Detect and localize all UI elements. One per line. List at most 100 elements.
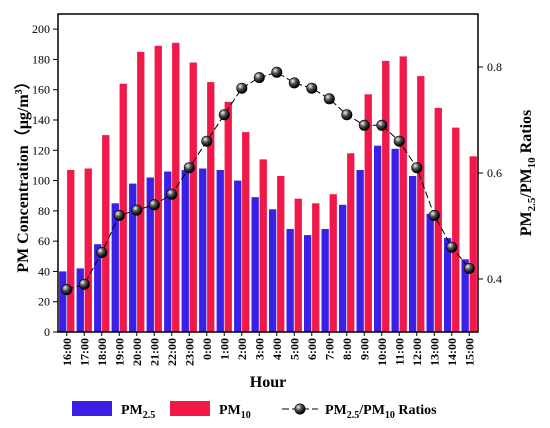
ratio-line	[66, 71, 470, 291]
x-tick-label: 0:00	[200, 338, 214, 360]
ratio-point	[236, 82, 248, 94]
y-axis-title-main: PM Concentration（	[14, 129, 32, 273]
legend-swatch-pm25	[72, 401, 112, 416]
ticks-layer: 0 20 40 60 80 100 120 140 160 180 200 0.4 0.6 0.8 16:0…	[32, 22, 502, 366]
pm10-bar	[259, 159, 267, 332]
x-tick-label: 11:00	[392, 338, 406, 365]
y-tick-label: 100	[32, 174, 50, 188]
x-tick-label: 13:00	[427, 338, 441, 366]
ratio-point	[323, 93, 335, 105]
pm25-bar	[129, 183, 137, 332]
x-tick-label: 22:00	[165, 338, 179, 366]
ratio-point	[131, 204, 143, 216]
pm10-bar	[189, 62, 197, 332]
pm25-bar	[374, 145, 382, 332]
y-axis-title: PM Concentration（μg/m3）	[14, 73, 32, 272]
pm25-bar	[461, 259, 469, 332]
y2-axis-title-part: 10	[526, 157, 538, 169]
legend-swatch-pm10	[170, 401, 210, 416]
y2-tick-label: 0.6	[487, 166, 502, 180]
pm25-bar	[269, 209, 277, 332]
pm25-bar	[76, 268, 84, 332]
x-axis-title: Hour	[250, 374, 286, 391]
y-tick-label: 0	[44, 325, 50, 339]
pm25-bar	[146, 177, 154, 332]
pm10-bar	[364, 94, 372, 332]
pm10-bar	[417, 76, 425, 332]
legend-label-pm10-main: PM	[219, 403, 241, 418]
y2-axis-title-part: PM	[518, 211, 535, 236]
ratio-point	[96, 247, 108, 259]
pm25-bar	[216, 170, 224, 332]
legend-label-pm10: PM10	[219, 403, 251, 421]
y2-axis-title-part: Ratios	[518, 110, 535, 158]
pm25-bar	[234, 180, 242, 332]
x-tick-label: 16:00	[60, 338, 74, 366]
pm10-bar	[329, 194, 337, 332]
pm10-bar	[277, 176, 285, 332]
y2-axis-title-part: /PM	[518, 168, 535, 198]
ratio-point	[288, 77, 300, 89]
x-tick-label: 1:00	[217, 338, 231, 360]
ratio-point	[271, 66, 283, 78]
legend-label-ratio-part: Ratios	[395, 403, 437, 418]
legend-label-pm25: PM2.5	[121, 403, 155, 421]
x-tick-label: 12:00	[410, 338, 424, 366]
ratio-point	[376, 119, 388, 131]
y-tick-label: 80	[38, 204, 50, 218]
pm10-bar	[84, 168, 92, 332]
pm25-bar	[164, 171, 172, 332]
ratio-point	[61, 284, 73, 296]
x-tick-label: 9:00	[357, 338, 371, 360]
ratio-point	[253, 72, 265, 84]
pm25-bar	[409, 176, 417, 332]
pm10-bar	[67, 170, 75, 332]
pm10-bar	[347, 153, 355, 332]
y-tick-label: 140	[32, 113, 50, 127]
legend-label-pm25-sub: 2.5	[143, 410, 156, 421]
x-tick-label: 2:00	[235, 338, 249, 360]
axis-titles: Hour PM Concentration（μg/m3） PM2.5/PM10 Ra…	[14, 73, 538, 391]
y2-tick-label: 0.4	[487, 272, 502, 286]
pm10-bar	[119, 83, 127, 332]
ratio-point	[183, 162, 195, 174]
x-tick-label: 7:00	[322, 338, 336, 360]
x-tick-label: 8:00	[340, 338, 354, 360]
x-tick-label: 4:00	[270, 338, 284, 360]
x-tick-label: 18:00	[95, 338, 109, 366]
ratio-point	[393, 135, 405, 147]
x-tick-label: 10:00	[375, 338, 389, 366]
pm25-bar	[391, 148, 399, 332]
pm10-bar	[382, 60, 390, 333]
legend-marker-ratio	[294, 403, 306, 415]
pm25-bar	[356, 170, 364, 332]
y-tick-label: 120	[32, 143, 50, 157]
y-axis-title-sup: 3	[14, 89, 25, 94]
pm10-bar	[207, 82, 215, 332]
legend-label-pm10-sub: 10	[241, 410, 251, 421]
pm25-bar	[286, 229, 294, 332]
pm25-bar	[111, 203, 119, 332]
y2-tick-label: 0.8	[487, 60, 502, 74]
pm10-bar	[294, 198, 302, 332]
pm25-bar	[339, 204, 347, 332]
pm25-bar	[59, 271, 67, 332]
pm10-bar	[434, 107, 442, 333]
ratio-point	[218, 109, 230, 121]
ratio-point	[201, 135, 213, 147]
x-tick-label: 20:00	[130, 338, 144, 366]
pm10-bar	[242, 132, 250, 332]
x-tick-label: 5:00	[287, 338, 301, 360]
y-axis-title-close: ）	[14, 73, 32, 89]
legend-label-ratio-part: 2.5	[347, 410, 360, 421]
ratio-point	[306, 82, 318, 94]
x-tick-label: 17:00	[77, 338, 91, 366]
x-tick-label: 23:00	[182, 338, 196, 366]
y-tick-label: 60	[38, 234, 50, 248]
ratio-point	[78, 278, 90, 290]
legend-label-ratio-part: PM	[325, 403, 347, 418]
pm25-bar	[444, 238, 452, 332]
y2-axis-title-part: 2.5	[526, 197, 538, 211]
y-tick-label: 160	[32, 83, 50, 97]
